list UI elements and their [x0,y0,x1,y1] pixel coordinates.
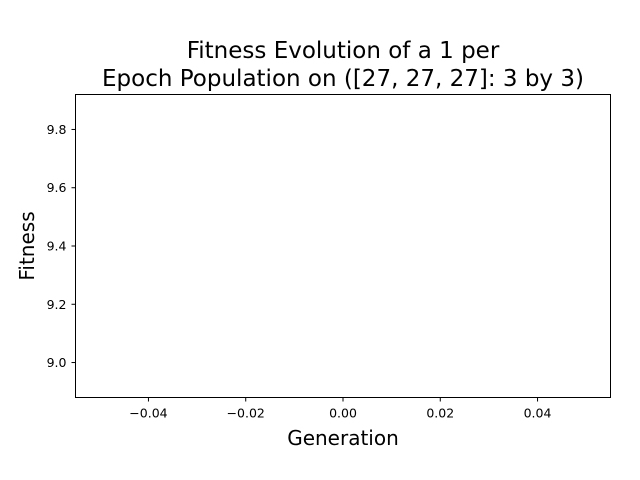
x-axis-ticks: −0.04 −0.02 0.00 0.02 0.04 [129,397,552,421]
x-axis-label: Generation [287,426,399,450]
chart-title-line-2: Epoch Population on ([27, 27, 27]: 3 by … [102,66,584,92]
y-tick-label: 9.0 [47,355,67,370]
y-tick-label: 9.8 [47,122,67,137]
y-tick-label: 9.4 [47,239,67,254]
x-tick-label: 0.02 [426,406,454,421]
x-tick-label: 0.00 [329,406,357,421]
x-tick-label: 0.04 [524,406,552,421]
x-tick-label: −0.04 [129,406,167,421]
y-axis-label: Fitness [15,211,39,280]
x-tick-label: −0.02 [227,406,265,421]
y-tick-label: 9.6 [47,180,67,195]
plot-area-frame [75,94,611,398]
y-axis-ticks: 9.0 9.2 9.4 9.6 9.8 [47,122,76,370]
y-tick-label: 9.2 [47,297,67,312]
chart-title-line-1: Fitness Evolution of a 1 per [187,38,500,64]
